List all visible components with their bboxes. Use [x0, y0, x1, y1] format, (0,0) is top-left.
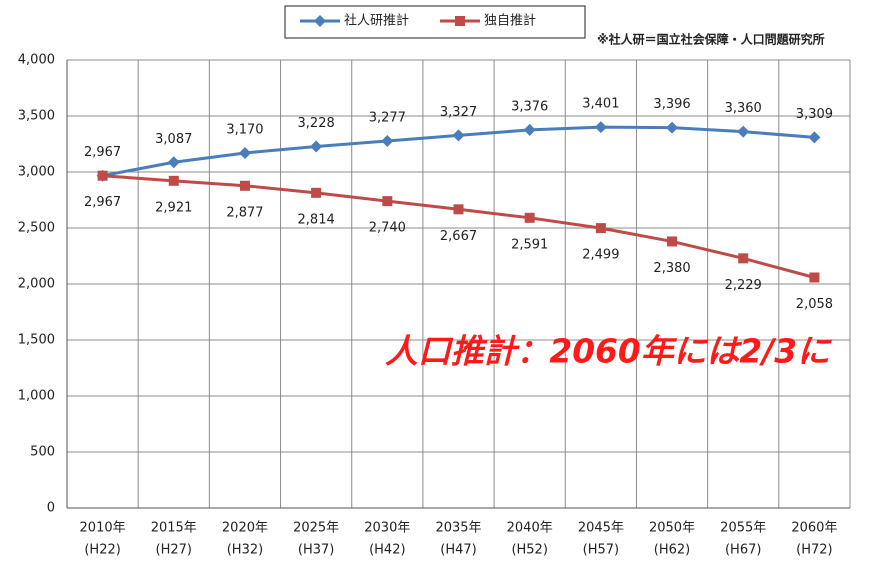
- point: [737, 125, 750, 138]
- y-tick-label: 3,000: [18, 165, 55, 180]
- legend-label: 独自推計: [484, 13, 536, 29]
- point: [809, 272, 820, 283]
- point: [238, 146, 251, 159]
- data-label: 2,877: [226, 205, 263, 220]
- data-label: 2,740: [369, 221, 406, 236]
- data-label: 2,967: [84, 195, 121, 210]
- data-label: 3,228: [298, 116, 335, 131]
- x-tick-label: (H47): [440, 543, 476, 558]
- data-label: 3,360: [725, 101, 762, 116]
- x-tick-label: 2025年: [293, 521, 339, 536]
- point: [453, 204, 464, 215]
- point: [310, 140, 323, 153]
- data-label: 3,277: [369, 110, 406, 125]
- point: [523, 123, 536, 136]
- y-tick-label: 4,000: [18, 53, 55, 68]
- x-tick-label: (H22): [84, 543, 120, 558]
- data-label: 3,401: [582, 97, 619, 112]
- x-tick-label: 2035年: [435, 521, 481, 536]
- x-tick-label: (H67): [725, 543, 761, 558]
- point: [239, 180, 250, 191]
- x-tick-label: (H52): [511, 543, 547, 558]
- x-tick-label: 2030年: [364, 521, 410, 536]
- data-label: 2,921: [155, 200, 192, 215]
- data-label: 3,396: [653, 97, 690, 112]
- data-label: 3,327: [440, 105, 477, 120]
- point: [168, 175, 179, 186]
- x-tick-label: 2040年: [507, 521, 553, 536]
- data-label: 3,170: [226, 122, 263, 137]
- point: [452, 129, 465, 142]
- legend-marker: [455, 16, 465, 26]
- data-label: 2,380: [653, 261, 690, 276]
- point: [167, 156, 180, 169]
- x-tick-label: (H27): [156, 543, 192, 558]
- x-tick-label: (H72): [796, 543, 832, 558]
- y-tick-label: 2,500: [18, 221, 55, 236]
- data-label: 2,229: [725, 278, 762, 293]
- point: [738, 253, 749, 264]
- x-tick-label: (H37): [298, 543, 334, 558]
- data-label: 2,967: [84, 145, 121, 160]
- x-tick-label: 2015年: [151, 521, 197, 536]
- note: ※社人研＝国立社会保障・人口問題研究所: [597, 32, 825, 47]
- point: [595, 223, 606, 234]
- legend-marker: [314, 15, 326, 27]
- y-tick-label: 3,500: [18, 109, 55, 124]
- data-label: 2,499: [582, 248, 619, 263]
- x-tick-label: (H62): [654, 543, 690, 558]
- x-tick-label: 2020年: [222, 521, 268, 536]
- x-tick-label: (H32): [227, 543, 263, 558]
- data-label: 3,376: [511, 99, 548, 114]
- x-tick-label: 2045年: [578, 521, 624, 536]
- point: [666, 121, 679, 134]
- point: [667, 236, 678, 247]
- x-tick-label: 2010年: [80, 521, 126, 536]
- y-tick-label: 2,000: [18, 277, 55, 292]
- point: [524, 212, 535, 223]
- y-tick-label: 0: [47, 501, 55, 516]
- data-label: 2,591: [511, 237, 548, 252]
- legend-label: 社人研推計: [344, 13, 409, 29]
- x-tick-label: 2060年: [791, 521, 837, 536]
- point: [594, 121, 607, 134]
- x-tick-label: 2055年: [720, 521, 766, 536]
- point: [381, 134, 394, 147]
- point: [97, 170, 108, 181]
- data-label: 3,309: [796, 107, 833, 122]
- x-tick-label: (H57): [583, 543, 619, 558]
- y-tick-label: 1,500: [18, 333, 55, 348]
- point: [382, 196, 393, 207]
- y-tick-label: 1,000: [18, 389, 55, 404]
- x-tick-label: 2050年: [649, 521, 695, 536]
- data-label: 2,814: [298, 212, 335, 227]
- x-tick-label: (H42): [369, 543, 405, 558]
- data-label: 3,087: [155, 132, 192, 147]
- point: [808, 131, 821, 144]
- annotation: 人口推計：2060年には2/3に: [385, 332, 832, 371]
- data-label: 2,058: [796, 297, 833, 312]
- data-label: 2,667: [440, 229, 477, 244]
- point: [311, 187, 322, 198]
- y-tick-label: 500: [30, 445, 55, 460]
